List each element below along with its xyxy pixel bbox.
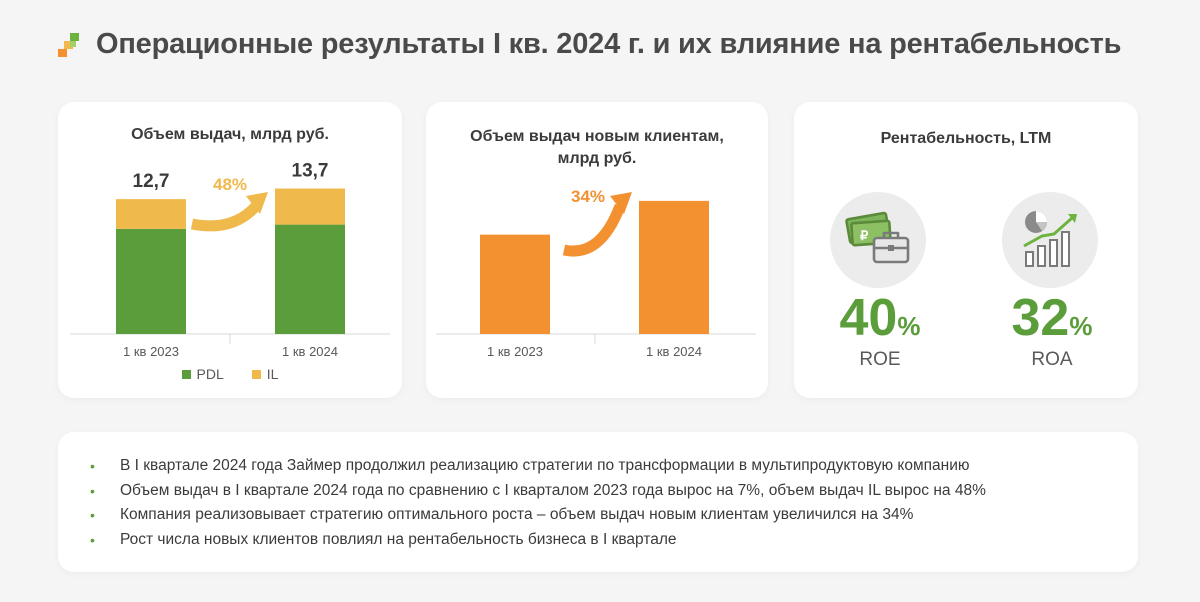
issuance-volume-card: Объем выдач, млрд руб. 12,7 1 кв 2023 13,7… <box>58 102 402 398</box>
roa-unit: % <box>1069 311 1093 341</box>
logo-icon <box>58 32 79 57</box>
pie-bar-growth-icon <box>1023 211 1077 267</box>
bar-pdl-2 <box>275 224 345 334</box>
roa-label: ROA <box>1031 349 1073 370</box>
x-tick-label: 1 кв 2023 <box>487 344 543 359</box>
bar-il-2 <box>275 188 345 225</box>
roe-icon-circle: ₽ <box>830 192 926 288</box>
chart-title: Объем выдач, млрд руб. <box>131 126 329 143</box>
growth-arrow-icon <box>562 192 632 257</box>
bullet-dot-icon: • <box>90 507 95 523</box>
header: Операционные результаты I кв. 2024 г. и … <box>56 28 1122 61</box>
total-label-2: 13,7 <box>292 160 329 181</box>
legend-item-pdl: PDL <box>181 366 224 382</box>
new-clients-volume-chart: 1 кв 2023 1 кв 2024 34% <box>436 187 756 359</box>
issuance-volume-chart: 12,7 1 кв 2023 13,7 1 кв 2024 48% <box>70 160 390 359</box>
list-item: • Объем выдач в I квартале 2024 года по с… <box>90 479 986 504</box>
legend-item-il: IL <box>251 366 279 382</box>
bar-new-clients-2 <box>639 200 709 334</box>
total-label-1: 12,7 <box>133 171 170 192</box>
svg-text:₽: ₽ <box>860 228 869 243</box>
x-tick-label: 1 кв 2024 <box>282 344 338 359</box>
chart-legend: PDL IL <box>58 366 402 382</box>
list-item: • В I квартале 2024 года Займер продолжил… <box>90 454 986 479</box>
growth-arrow-icon <box>190 192 268 232</box>
bullet-dot-icon: • <box>90 458 95 474</box>
roe-number: 40 <box>839 289 898 347</box>
legend-swatch-il <box>251 369 261 379</box>
list-item-text: Объем выдач в I квартале 2024 года по ср… <box>120 481 986 499</box>
x-tick-label: 1 кв 2023 <box>123 344 179 359</box>
roa-value: 32% <box>972 290 1132 354</box>
legend-label-pdl: PDL <box>196 366 224 382</box>
bullet-dot-icon: • <box>90 482 95 499</box>
bar-pdl-1 <box>116 228 186 334</box>
roe-unit: % <box>897 311 921 341</box>
growth-label: 48% <box>213 175 247 194</box>
roe-label: ROE <box>859 349 901 370</box>
roa-icon-circle <box>1002 192 1098 288</box>
bar-new-clients-1 <box>480 234 550 334</box>
bullet-dot-icon: • <box>90 531 95 548</box>
x-tick-label: 1 кв 2024 <box>646 344 702 359</box>
cash-briefcase-icon: ₽ <box>845 211 910 264</box>
legend-label-il: IL <box>266 366 279 382</box>
roe-value: 40% <box>800 290 960 354</box>
chart-title: Объем выдач новым клиентам, млрд руб. <box>470 128 724 167</box>
profitability-card: Рентабельность, LTM ₽ 40% ROE <box>794 102 1138 398</box>
list-item-text: Рост числа новых клиентов повлиял на рен… <box>120 530 677 548</box>
growth-label: 34% <box>571 187 605 206</box>
new-clients-volume-card: Объем выдач новым клиентам, млрд руб. 1 … <box>426 102 768 398</box>
list-item-text: Компания реализовывает стратегию оптимал… <box>120 506 914 523</box>
list-item: • Рост числа новых клиентов повлиял на ре… <box>90 528 986 553</box>
summary-list: • В I квартале 2024 года Займер продолжил… <box>90 454 986 552</box>
page-title: Операционные результаты I кв. 2024 г. и … <box>96 28 1122 60</box>
bar-il-1 <box>116 199 186 229</box>
legend-swatch-pdl <box>181 369 191 379</box>
profitability-title: Рентабельность, LTM <box>880 130 1052 147</box>
list-item-text: В I квартале 2024 года Займер продолжил … <box>120 457 970 474</box>
list-item: • Компания реализовывает стратегию оптима… <box>90 503 986 528</box>
roa-number: 32 <box>1011 289 1070 347</box>
summary-card: • В I квартале 2024 года Займер продолжил… <box>58 432 1138 572</box>
